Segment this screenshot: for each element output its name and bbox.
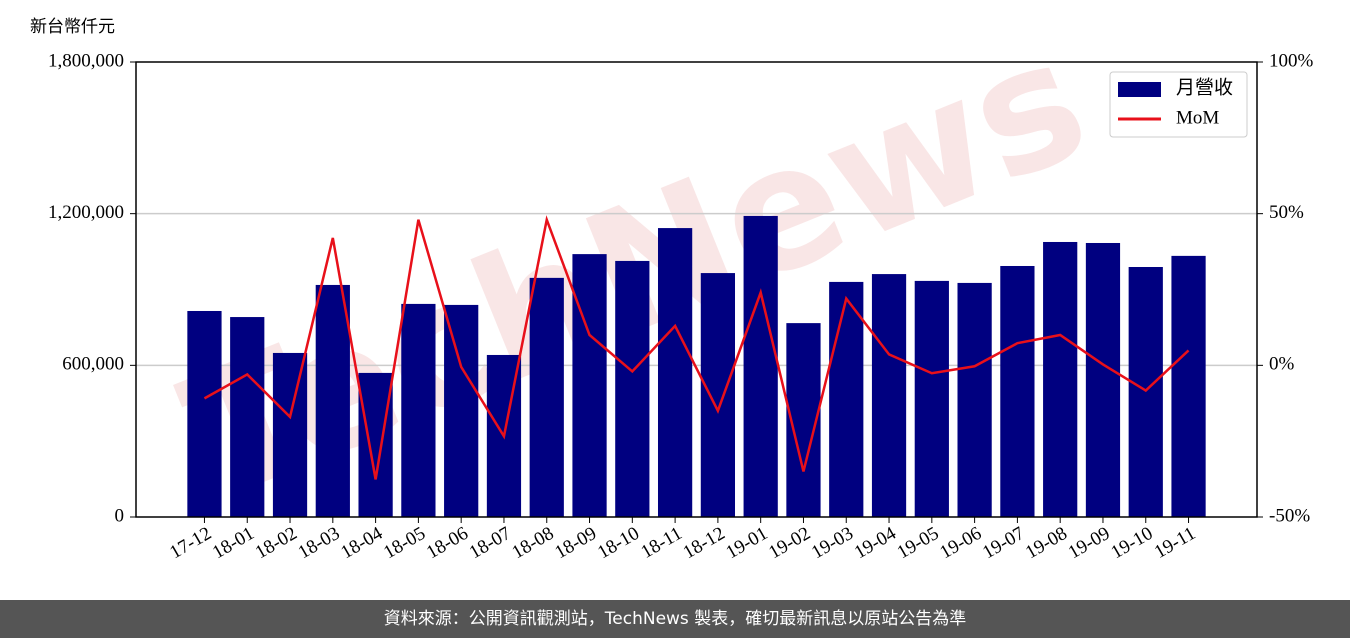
- bar: [700, 273, 736, 517]
- x-tick-label: 18-04: [337, 523, 386, 564]
- bar: [615, 260, 650, 517]
- bar: [230, 317, 265, 517]
- y-tick-label: 600,000: [62, 354, 124, 375]
- bar: [1171, 255, 1206, 517]
- y-tick-label: 1,200,000: [48, 202, 124, 223]
- bar: [1000, 265, 1035, 517]
- source-footer: 資料來源：公開資訊觀測站，TechNews 製表，確切最新訊息以原站公告為準: [0, 600, 1350, 638]
- line: [203, 215, 1190, 480]
- bar: [1128, 267, 1163, 517]
- bar: [871, 274, 907, 517]
- x-tick-label: 19-08: [1022, 523, 1071, 563]
- bar: [657, 228, 693, 517]
- x-tick-label: 19-11: [1151, 523, 1199, 563]
- bar: [187, 310, 222, 517]
- chart: TechNews 新台幣仟元 0600,0001,200,0001,800,00…: [30, 0, 1314, 564]
- x-tick-label: 19-03: [808, 523, 857, 563]
- legend-label: MoM: [1176, 107, 1219, 128]
- x-tick-label: 19-05: [894, 523, 943, 563]
- bar: [529, 277, 564, 517]
- y2-tick-label: 50%: [1269, 202, 1304, 223]
- x-tick-label: 18-02: [252, 523, 301, 563]
- legend-label: 月營收: [1176, 76, 1233, 98]
- y2-tick-label: 0%: [1269, 354, 1295, 375]
- bar: [315, 284, 350, 517]
- x-tick-label: 18-07: [466, 523, 515, 563]
- x-tick-label: 19-04: [851, 523, 900, 564]
- x-tick-label: 19-07: [979, 523, 1028, 563]
- x-tick-label: 17-12: [166, 523, 215, 563]
- x-tick-label: 18-03: [295, 523, 344, 563]
- bar: [957, 282, 992, 517]
- bar: [401, 303, 436, 517]
- x-tick-label: 18-11: [638, 523, 686, 563]
- y2-tick-label: -50%: [1269, 505, 1310, 526]
- x-tick-label: 18-05: [380, 523, 429, 563]
- x-tick-label: 19-06: [936, 523, 985, 563]
- x-tick-label: 18-10: [594, 523, 643, 563]
- x-tick-label: 18-09: [551, 523, 600, 563]
- x-tick-label: 18-12: [680, 523, 729, 563]
- bar: [358, 372, 393, 517]
- bar: [272, 352, 308, 517]
- x-tick-label: 19-02: [765, 523, 814, 563]
- legend-swatch: [1118, 82, 1161, 97]
- x-tick-label: 19-09: [1065, 523, 1114, 563]
- x-tick-label: 18-06: [423, 523, 472, 563]
- y-axis-label: 新台幣仟元: [30, 17, 115, 37]
- bar: [743, 215, 778, 518]
- x-tick-label: 19-10: [1108, 523, 1157, 563]
- bar: [1043, 241, 1078, 517]
- y-tick-label: 0: [115, 505, 125, 526]
- x-tick-label: 19-01: [722, 523, 771, 563]
- y-tick-label: 1,800,000: [48, 50, 124, 71]
- bar: [572, 254, 607, 517]
- bar: [914, 280, 949, 517]
- y2-tick-label: 100%: [1269, 50, 1314, 71]
- plot-frame: [135, 61, 1258, 518]
- bar: [829, 281, 864, 517]
- x-tick-label: 18-08: [509, 523, 558, 563]
- bar: [444, 304, 479, 517]
- bar: [1085, 242, 1121, 517]
